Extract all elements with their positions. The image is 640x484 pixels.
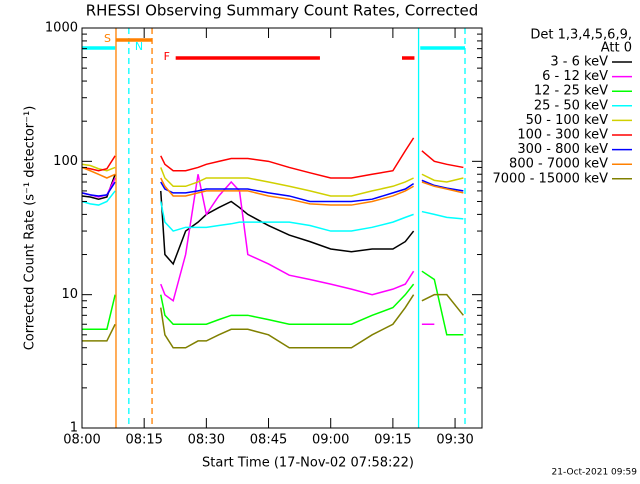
- x-tick-label: 08:45: [250, 433, 287, 448]
- series-line: [421, 181, 464, 194]
- series-line: [160, 294, 415, 349]
- series-line: [81, 190, 116, 206]
- x-tick-label: 08:00: [63, 433, 100, 448]
- legend-header: Det 1,3,4,5,6,9,: [530, 28, 632, 43]
- y-tick-label: 1000: [45, 21, 78, 36]
- legend-label: 6 - 12 keV: [542, 69, 608, 84]
- y-tick-label: 100: [53, 154, 78, 169]
- series-line: [160, 137, 415, 179]
- footer: 21-Oct-2021 09:59: [552, 468, 638, 478]
- event-label: N: [135, 40, 143, 53]
- plot-frame: [81, 27, 483, 429]
- series-line: [160, 174, 415, 303]
- legend-label: 7000 - 15000 keV: [493, 171, 609, 186]
- y-tick-label: 10: [61, 287, 78, 302]
- series-line: [160, 167, 414, 197]
- legend-label: 800 - 7000 keV: [509, 157, 608, 172]
- series-line: [160, 201, 414, 232]
- x-axis-label: Start Time (17-Nov-02 07:58:22): [202, 456, 414, 471]
- flag-label: S: [104, 32, 111, 45]
- y-axis-label: Corrected Count Rate (s⁻¹ detector⁻¹): [23, 106, 38, 351]
- x-tick-label: 08:30: [188, 433, 225, 448]
- series-line: [81, 166, 116, 179]
- legend-label: 300 - 800 keV: [517, 142, 608, 157]
- series-line: [160, 283, 415, 325]
- legend-label: 12 - 25 keV: [534, 84, 608, 99]
- flag-label: F: [164, 50, 170, 63]
- series-line: [160, 177, 414, 206]
- series-line: [160, 181, 415, 203]
- series-line: [81, 163, 116, 172]
- series-line: [421, 270, 464, 336]
- chart-title: RHESSI Observing Summary Count Rates, Co…: [86, 2, 479, 20]
- series-line: [82, 323, 116, 342]
- series-line: [421, 150, 464, 169]
- legend-header: Att 0: [601, 41, 632, 56]
- series-line: [81, 181, 116, 197]
- legend-label: 25 - 50 keV: [534, 98, 608, 113]
- series-line: [421, 179, 464, 192]
- legend-label: 100 - 300 keV: [517, 128, 608, 143]
- series-line: [421, 173, 464, 183]
- series-line: [421, 293, 464, 316]
- series-line: [160, 190, 415, 266]
- series-line: [81, 155, 116, 172]
- series-line: [82, 294, 116, 331]
- x-tick-label: 09:00: [312, 433, 349, 448]
- series-line: [421, 210, 464, 220]
- y-tick-label: 1: [70, 421, 78, 436]
- x-tick-label: 09:30: [436, 433, 473, 448]
- legend-label: 50 - 100 keV: [526, 113, 609, 128]
- x-tick-label: 08:15: [125, 433, 162, 448]
- x-tick-label: 09:15: [374, 433, 411, 448]
- legend-label: 3 - 6 keV: [550, 55, 608, 70]
